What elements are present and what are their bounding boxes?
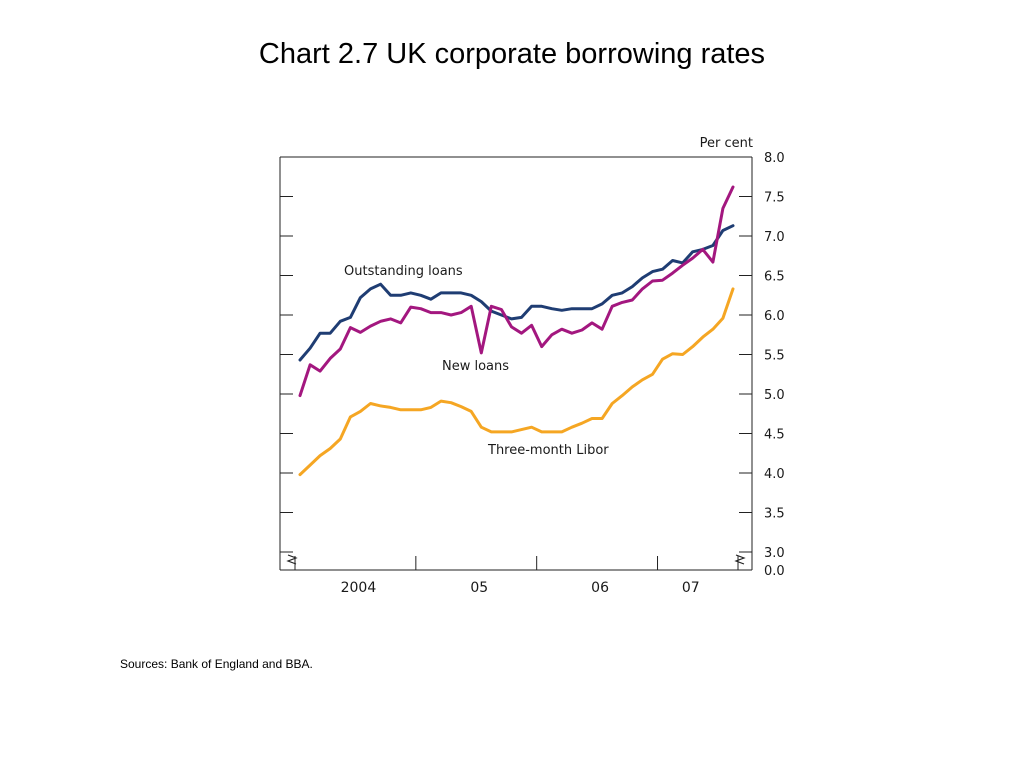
series-line-three-month-libor [298,287,735,477]
y-tick-label: 3.5 [764,507,785,522]
y-tick-label: 5.0 [764,388,785,403]
y-tick-label: 7.0 [764,230,785,245]
annotation-new-loans: New loans [442,359,509,374]
x-tick-label: 07 [682,580,700,596]
y-tick-label: 4.5 [764,428,785,443]
y-tick-label: 3.0 [764,546,785,561]
x-tick-label: 06 [591,580,609,596]
x-tick-label: 05 [470,580,488,596]
series-line-new-loans [298,185,735,398]
sources-note: Sources: Bank of England and BBA. [120,657,313,671]
series-line-outstanding-loans [298,224,735,362]
y-tick-label: 7.5 [764,191,785,206]
y-tick-label: 0.0 [764,564,785,579]
x-tick-label: 2004 [341,580,377,596]
y-tick-label: 4.0 [764,467,785,482]
y-tick-label: 6.5 [764,270,785,285]
annotation-three-month-libor: Three-month Libor [487,443,609,458]
axis-break-right [734,554,746,565]
y-tick-label: 6.0 [764,309,785,324]
slide-title: Chart 2.7 UK corporate borrowing rates [258,38,766,70]
unit-label: Per cent [700,136,753,151]
annotation-outstanding-loans: Outstanding loans [344,264,463,279]
y-tick-label: 5.5 [764,349,785,364]
y-tick-label: 8.0 [764,151,785,166]
axis-break-left [286,554,298,565]
